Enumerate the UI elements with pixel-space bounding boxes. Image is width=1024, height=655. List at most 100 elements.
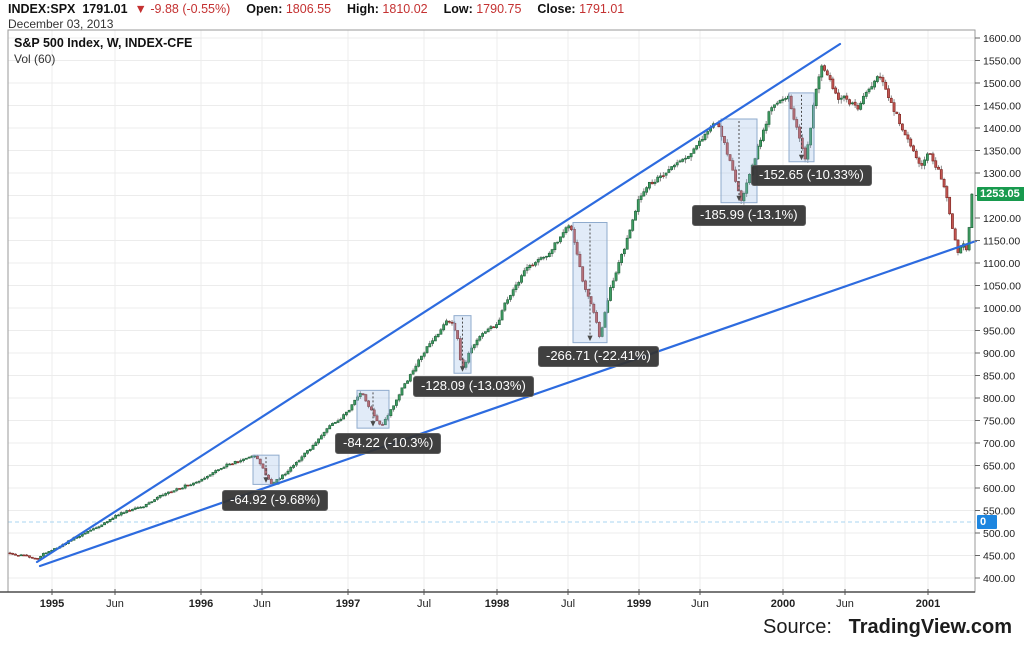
- candle-down: [28, 555, 31, 558]
- candle-up: [689, 153, 693, 158]
- candle-down: [14, 553, 17, 556]
- candle-up: [698, 140, 701, 146]
- candle-up: [130, 509, 134, 512]
- candle-down: [581, 266, 585, 282]
- candle-up: [609, 287, 612, 301]
- candle-down: [584, 280, 587, 290]
- candle-up: [673, 164, 676, 168]
- candle-down: [592, 303, 596, 313]
- candle-up: [539, 257, 543, 260]
- candle-up: [850, 102, 854, 105]
- candle-up: [664, 172, 668, 176]
- candle-up: [92, 528, 95, 531]
- candle-up: [194, 481, 198, 484]
- price-axis-label: 1450.00: [983, 101, 1021, 113]
- candle-up: [547, 252, 551, 257]
- time-axis-label: 1999: [627, 598, 651, 610]
- drawdown-label[interactable]: -128.09 (-13.03%): [413, 376, 534, 397]
- candle-down: [361, 393, 365, 396]
- volume-zero-tag: 0: [977, 515, 997, 529]
- drawdown-box[interactable]: [572, 222, 608, 344]
- price-axis-label: 1300.00: [983, 168, 1021, 180]
- price-axis[interactable]: 1600.00 1550.00 1500.00 1450.00 1400.00 1350.…: [975, 33, 1021, 585]
- drawdown-label[interactable]: -185.99 (-13.1%): [692, 205, 806, 226]
- lower-wedge-line[interactable]: [38, 239, 978, 568]
- candle-down: [934, 160, 938, 168]
- symbol-label: INDEX:SPX: [8, 2, 76, 16]
- price-axis-label: 700.00: [983, 438, 1015, 450]
- candle-up: [603, 312, 607, 328]
- last-price: 1791.01: [82, 2, 128, 16]
- candle-down: [30, 556, 34, 559]
- candle-up: [222, 466, 226, 469]
- drawdown-box[interactable]: [453, 315, 472, 374]
- candle-up: [678, 160, 682, 163]
- candle-up: [414, 365, 418, 372]
- candle-up: [867, 88, 871, 93]
- drawdown-label[interactable]: -64.92 (-9.68%): [222, 490, 329, 511]
- candle-up: [923, 159, 927, 166]
- price-axis-label: 1050.00: [983, 281, 1021, 293]
- candle-up: [353, 399, 357, 405]
- candle-up: [464, 361, 468, 368]
- candle-up: [500, 310, 504, 321]
- candle-up: [759, 139, 763, 147]
- candle-up: [331, 423, 334, 426]
- last-price-tag: 1253.05: [977, 187, 1024, 202]
- candle-up: [225, 463, 229, 468]
- upper-wedge-line[interactable]: [35, 42, 842, 564]
- candle-up: [122, 512, 126, 514]
- down-triangle-icon: ▼: [134, 2, 147, 16]
- candle-up: [545, 255, 548, 258]
- candle-up: [294, 462, 298, 466]
- candle-down: [578, 253, 582, 268]
- candle-down: [11, 553, 15, 555]
- candle-up: [114, 515, 118, 519]
- candle-down: [942, 179, 946, 188]
- candle-up: [392, 405, 396, 410]
- candle-down: [586, 289, 590, 297]
- candle-up: [319, 435, 323, 440]
- candle-down: [570, 225, 573, 231]
- candle-up: [742, 192, 746, 202]
- candle-down: [828, 75, 832, 80]
- candle-up: [389, 409, 393, 416]
- candle-up: [561, 232, 565, 238]
- time-axis-label: 1996: [189, 598, 213, 610]
- candle-down: [948, 196, 952, 215]
- drawdown-label[interactable]: -266.71 (-22.41%): [538, 346, 659, 367]
- candle-down: [853, 101, 857, 106]
- open-label: Open:: [246, 2, 283, 16]
- drawdown-box[interactable]: [720, 118, 758, 204]
- candle-up: [100, 524, 104, 527]
- candle-up: [625, 237, 629, 250]
- candle-up: [344, 411, 348, 416]
- candle-up: [83, 532, 87, 535]
- candle-up: [767, 111, 771, 125]
- candle-up: [864, 92, 868, 97]
- drawdown-label[interactable]: -152.65 (-10.33%): [751, 165, 872, 186]
- candle-up: [814, 88, 818, 107]
- candle-up: [806, 144, 810, 160]
- candle-down: [36, 558, 40, 560]
- drawdown-label[interactable]: -84.22 (-10.3%): [335, 433, 442, 454]
- candle-down: [834, 87, 838, 94]
- candle-up: [656, 176, 660, 183]
- candle-up: [770, 107, 774, 112]
- price-axis-label: 1100.00: [983, 258, 1020, 270]
- time-axis[interactable]: 1995 Jun 1996 Jun 1997 Jul 1998 Jul 1999 Jun 2000 J…: [40, 589, 940, 610]
- time-axis-label: Jun: [106, 598, 124, 610]
- candle-down: [795, 119, 799, 128]
- candle-up: [564, 227, 568, 233]
- candle-up: [525, 267, 529, 271]
- candle-down: [789, 95, 793, 110]
- candle-up: [297, 460, 301, 463]
- candle-up: [653, 181, 657, 184]
- candle-up: [614, 272, 618, 281]
- candle-down: [931, 153, 935, 162]
- candle-up: [753, 158, 757, 166]
- candle-down: [906, 134, 910, 140]
- candle-down: [447, 320, 451, 323]
